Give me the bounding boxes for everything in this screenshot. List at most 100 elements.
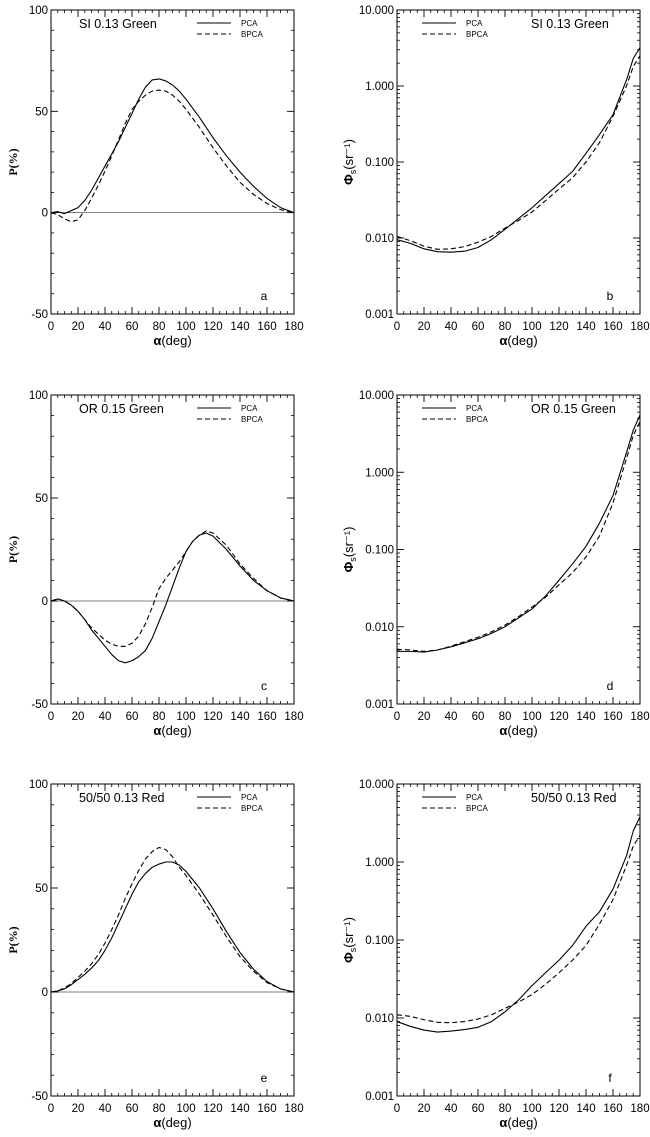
legend-label: BPCA: [466, 804, 488, 813]
x-tick-label: 60: [126, 321, 139, 333]
x-tick-label: 140: [230, 1103, 249, 1115]
x-tick-label: 180: [284, 321, 303, 333]
x-tick-label: 160: [257, 321, 276, 333]
minor-ticks: [51, 784, 294, 1096]
x-tick-label: 180: [630, 1103, 649, 1115]
x-tick-label: 0: [48, 711, 54, 723]
y-axis-title: P(%): [6, 148, 20, 175]
minor-ticks: [397, 395, 640, 704]
y-tick-label: 0: [42, 987, 48, 999]
x-axis-title-symbol: α: [499, 723, 507, 738]
legend-entry: BPCA: [197, 30, 263, 39]
x-tick-label: 60: [472, 711, 485, 723]
series-line-pca: [50, 78, 295, 215]
x-axis-title: α(deg): [499, 333, 537, 348]
legend-entry: PCA: [197, 793, 258, 802]
x-axis-title-unit: (deg): [161, 333, 191, 348]
x-tick-label: 100: [522, 321, 541, 333]
legend-entry: BPCA: [422, 30, 488, 39]
y-tick-label: 0.100: [365, 545, 394, 557]
plot-frame: [50, 783, 295, 1097]
y-axis-title: Φs(sr⁻¹): [341, 917, 358, 963]
x-tick-label: 100: [176, 1103, 195, 1115]
legend-label: BPCA: [241, 804, 263, 813]
x-tick-label: 140: [230, 321, 249, 333]
x-axis-title-unit: (deg): [161, 723, 191, 738]
y-tick-label: 50: [35, 493, 48, 505]
x-axis-title-symbol: α: [153, 333, 161, 348]
panel-title: OR 0.15 Green: [531, 402, 616, 416]
y-tick-label: 1.000: [365, 857, 394, 869]
legend-entry: PCA: [197, 19, 258, 28]
x-tick-label: 160: [257, 1103, 276, 1115]
plot-frame: [396, 394, 641, 705]
y-axis-title: Φs(sr⁻¹): [341, 527, 358, 573]
y-tick-label: 100: [29, 390, 48, 402]
x-tick-label: 40: [445, 1103, 458, 1115]
x-tick-label: 0: [394, 1103, 400, 1115]
minor-ticks: [397, 784, 640, 1096]
legend-label: PCA: [241, 19, 258, 28]
x-axis-title-symbol: α: [153, 723, 161, 738]
series-line-pca: [396, 47, 641, 253]
y-tick-label: 50: [35, 883, 48, 895]
y-axis-title: P(%): [6, 926, 20, 953]
x-tick-label: 20: [418, 321, 431, 333]
x-axis-title-symbol: α: [153, 1115, 161, 1130]
series-line-pca: [50, 861, 295, 993]
x-tick-label: 100: [176, 321, 195, 333]
series-line-bpca: [396, 834, 641, 1024]
x-tick-label: 20: [72, 711, 85, 723]
x-axis-title: α(deg): [153, 723, 191, 738]
x-tick-label: 120: [549, 1103, 568, 1115]
minor-ticks: [397, 10, 640, 314]
panel-d: 0 20 40 60 80 100 120 140 160 180 0.001 0.010 0.100 1…: [341, 390, 650, 738]
plot-frame: [396, 9, 641, 315]
x-tick-label: 40: [99, 321, 112, 333]
x-tick-label: 80: [499, 321, 512, 333]
series-line-pca: [50, 532, 295, 664]
y-tick-label: 0.010: [365, 1013, 394, 1025]
x-axis-title-symbol: α: [499, 1115, 507, 1130]
legend-entry: PCA: [197, 404, 258, 413]
panel-letter: a: [261, 289, 268, 303]
legend-label: BPCA: [241, 30, 263, 39]
series-line-bpca: [50, 89, 295, 223]
x-tick-label: 120: [203, 321, 222, 333]
x-tick-label: 60: [126, 711, 139, 723]
y-axis-title: P(%): [6, 536, 20, 563]
legend-entry: BPCA: [422, 804, 488, 813]
legend-entry: PCA: [422, 19, 483, 28]
x-tick-label: 120: [549, 321, 568, 333]
x-tick-label: 100: [522, 1103, 541, 1115]
x-tick-label: 160: [603, 1103, 622, 1115]
x-tick-label: 40: [445, 321, 458, 333]
y-tick-label: -50: [31, 309, 48, 321]
y-axis-title-unit: (sr⁻¹): [341, 139, 356, 170]
plot-frame: [396, 783, 641, 1097]
panel-title: OR 0.15 Green: [79, 402, 164, 416]
series-line-bpca: [396, 421, 641, 652]
x-tick-label: 180: [630, 321, 649, 333]
y-axis-title-symbol: Φ: [341, 561, 356, 572]
panel-title: SI 0.13 Green: [531, 17, 609, 31]
x-tick-label: 180: [284, 1103, 303, 1115]
y-tick-label: 0.010: [365, 233, 394, 245]
y-tick-label: 10.000: [359, 5, 394, 17]
y-axis-title-unit: (sr⁻¹): [341, 917, 356, 948]
y-tick-label: 1.000: [365, 467, 394, 479]
y-tick-label: 0.001: [365, 309, 394, 321]
y-tick-label: 10.000: [359, 390, 394, 402]
y-tick-label: 50: [35, 106, 48, 118]
x-tick-label: 60: [126, 1103, 139, 1115]
x-tick-label: 60: [472, 1103, 485, 1115]
x-tick-label: 40: [99, 711, 112, 723]
y-tick-label: 10.000: [359, 779, 394, 791]
x-tick-label: 80: [153, 321, 166, 333]
x-tick-label: 20: [72, 321, 85, 333]
legend-entry: BPCA: [422, 415, 488, 424]
panel-title: 50/50 0.13 Red: [531, 791, 617, 805]
x-tick-label: 80: [499, 1103, 512, 1115]
legend-entry: BPCA: [197, 804, 263, 813]
